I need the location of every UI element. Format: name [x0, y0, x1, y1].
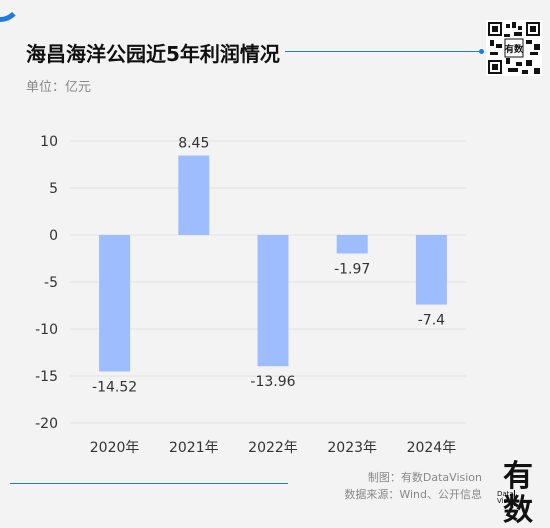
y-tick-label: 10 [40, 134, 58, 150]
logo-sub-text: Data Vision [497, 490, 518, 505]
logo-sub-line1: Data [497, 490, 514, 498]
datavision-logo: 有数 Data Vision [497, 460, 547, 528]
data-label: -1.97 [334, 262, 370, 278]
bar [336, 235, 368, 254]
y-tick-label: -20 [35, 416, 58, 432]
data-label: 8.45 [178, 136, 209, 152]
qr-code-icon: 有数 [486, 20, 542, 76]
footer: 制图：有数DataVision 数据来源：Wind、公开信息 [344, 469, 482, 503]
data-label: -13.96 [250, 374, 295, 390]
title-rule-decoration [285, 49, 484, 54]
svg-text:有数: 有数 [505, 43, 524, 55]
bar [415, 235, 447, 305]
x-tick-label: 2021年 [169, 440, 219, 456]
x-tick-label: 2024年 [407, 440, 457, 456]
x-tick-label: 2022年 [248, 440, 298, 456]
y-tick-label: -10 [35, 322, 58, 338]
bar [257, 235, 289, 367]
data-labels: -14.52 8.45 -13.96 -1.97 -7.4 [92, 136, 445, 396]
x-axis-ticks: 2020年 2021年 2022年 2023年 2024年 [90, 440, 456, 456]
y-tick-label: -15 [35, 369, 58, 385]
bars [99, 155, 447, 372]
data-label: -14.52 [92, 379, 137, 395]
x-tick-label: 2023年 [327, 440, 377, 456]
footer-made-by: 制图：有数DataVision [367, 471, 482, 484]
footer-source: 数据来源：Wind、公开信息 [344, 488, 482, 501]
unit-label: 单位：亿元 [26, 80, 92, 95]
y-tick-label: 0 [49, 228, 58, 244]
bar-chart: 10 5 0 -5 -10 -15 -20 -14.52 8.45 -13.96 -1.97 -7.… [35, 134, 466, 456]
x-tick-label: 2020年 [90, 440, 140, 456]
logo-sub-line2: Vision [497, 497, 518, 505]
bar [178, 155, 210, 235]
data-label: -7.4 [418, 313, 445, 329]
y-tick-label: -5 [44, 275, 58, 291]
bar [99, 235, 131, 372]
bottom-rule-decoration [10, 483, 288, 484]
y-axis-ticks: 10 5 0 -5 -10 -15 -20 [35, 134, 58, 432]
logo-divider [514, 490, 515, 506]
y-tick-label: 5 [49, 181, 58, 197]
chart-title: 海昌海洋公园近5年利润情况 [26, 42, 280, 66]
